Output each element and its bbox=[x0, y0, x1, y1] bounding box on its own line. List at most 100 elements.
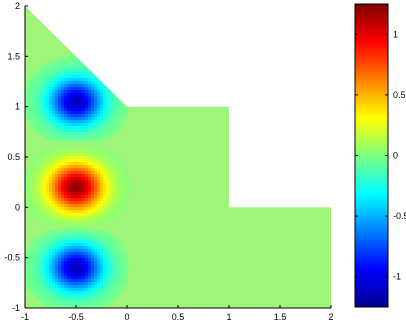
field-cell bbox=[94, 129, 98, 133]
field-cell bbox=[37, 216, 41, 220]
field-cell bbox=[61, 213, 65, 217]
field-cell bbox=[100, 123, 104, 127]
field-cell bbox=[55, 201, 59, 205]
field-cell bbox=[79, 102, 83, 106]
field-cell bbox=[70, 204, 74, 208]
field-cell bbox=[94, 156, 98, 160]
field-cell bbox=[55, 132, 59, 136]
field-cell bbox=[109, 273, 113, 277]
field-cell bbox=[49, 234, 53, 238]
field-cell bbox=[112, 96, 116, 100]
field-cell bbox=[43, 93, 47, 97]
field-cell bbox=[52, 198, 56, 202]
field-cell bbox=[88, 195, 92, 199]
field-cell bbox=[55, 303, 59, 307]
field-cell bbox=[25, 198, 29, 202]
field-cell bbox=[58, 99, 62, 103]
field-cell bbox=[79, 264, 83, 268]
field-cell bbox=[103, 234, 107, 238]
field-cell bbox=[76, 300, 80, 304]
field-cell bbox=[73, 153, 77, 157]
field-cell bbox=[58, 69, 62, 73]
field-cell bbox=[70, 297, 74, 301]
field-cell bbox=[79, 261, 83, 265]
field-cell bbox=[43, 84, 47, 88]
field-cell bbox=[43, 177, 47, 181]
field-cell bbox=[64, 69, 68, 73]
field-cell bbox=[46, 117, 50, 121]
field-cell bbox=[115, 240, 119, 244]
field-cell bbox=[52, 93, 56, 97]
field-cell bbox=[97, 108, 101, 112]
field-cell bbox=[73, 87, 77, 91]
field-cell bbox=[82, 111, 86, 115]
field-cell bbox=[118, 279, 122, 283]
field-cell bbox=[79, 207, 83, 211]
field-cell bbox=[76, 201, 80, 205]
field-cell bbox=[100, 66, 104, 70]
field-cell bbox=[61, 159, 65, 163]
field-cell bbox=[67, 282, 71, 286]
field-cell bbox=[79, 288, 83, 292]
field-cell bbox=[49, 294, 53, 298]
field-cell bbox=[103, 210, 107, 214]
field-cell bbox=[79, 273, 83, 277]
field-cell bbox=[46, 120, 50, 124]
field-cell bbox=[70, 156, 74, 160]
field-cell bbox=[46, 264, 50, 268]
field-cell bbox=[100, 297, 104, 301]
field-cell bbox=[82, 174, 86, 178]
field-cell bbox=[64, 240, 68, 244]
field-cell bbox=[52, 213, 56, 217]
field-cell bbox=[91, 60, 95, 64]
x-tick-label: -0.5 bbox=[68, 312, 84, 322]
field-cell bbox=[91, 147, 95, 151]
field-cell bbox=[112, 204, 116, 208]
field-cell bbox=[97, 300, 101, 304]
field-cell bbox=[40, 210, 44, 214]
field-cell bbox=[100, 87, 104, 91]
field-cell bbox=[34, 96, 38, 100]
field-cell bbox=[43, 231, 47, 235]
field-cell bbox=[64, 147, 68, 151]
field-cell bbox=[55, 306, 59, 308]
field-cell bbox=[100, 300, 104, 304]
field-cell bbox=[46, 165, 50, 169]
field-cell bbox=[76, 231, 80, 235]
field-cell bbox=[100, 162, 104, 166]
field-cell bbox=[64, 111, 68, 115]
field-cell bbox=[34, 282, 38, 286]
field-cell bbox=[64, 204, 68, 208]
field-cell bbox=[52, 306, 56, 308]
field-cell bbox=[58, 183, 62, 187]
field-cell bbox=[100, 258, 104, 262]
field-cell bbox=[109, 69, 113, 73]
field-cell bbox=[115, 165, 119, 169]
field-cell bbox=[46, 63, 50, 67]
field-cell bbox=[97, 240, 101, 244]
field-cell bbox=[73, 183, 77, 187]
field-cell bbox=[64, 180, 68, 184]
field-cell bbox=[55, 177, 59, 181]
field-cell bbox=[85, 129, 89, 133]
field-cell bbox=[85, 87, 89, 91]
field-cell bbox=[76, 225, 80, 229]
field-cell bbox=[94, 66, 98, 70]
field-cell bbox=[52, 180, 56, 184]
field-cell bbox=[76, 135, 80, 139]
field-cell bbox=[61, 210, 65, 214]
field-cell bbox=[46, 294, 50, 298]
field-cell bbox=[88, 270, 92, 274]
field-cell bbox=[49, 303, 53, 307]
field-cell bbox=[37, 288, 41, 292]
field-cell bbox=[85, 249, 89, 253]
field-cell bbox=[103, 243, 107, 247]
field-cell bbox=[40, 93, 44, 97]
field-cell bbox=[127, 189, 131, 193]
field-cell bbox=[124, 282, 128, 286]
field-cell bbox=[31, 84, 35, 88]
field-cell bbox=[64, 165, 68, 169]
field-cell bbox=[61, 297, 65, 301]
field-cell bbox=[25, 174, 29, 178]
field-cell bbox=[40, 120, 44, 124]
